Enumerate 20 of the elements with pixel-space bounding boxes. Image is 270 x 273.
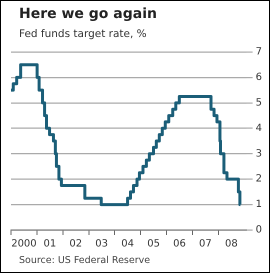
x-tick-label: 03: [95, 238, 108, 250]
y-tick-label: 4: [256, 122, 262, 134]
x-tick-label: 08: [225, 238, 238, 250]
x-tick-label: 2000: [11, 238, 37, 250]
x-tick-label: 01: [43, 238, 56, 250]
x-tick-label: 02: [69, 238, 82, 250]
y-tick-label: 5: [256, 97, 262, 108]
y-tick-label: 0: [256, 224, 262, 236]
source-note: Source: US Federal Reserve: [19, 255, 150, 266]
x-tick-label: 04: [121, 238, 134, 250]
chart-subtitle: Fed funds target rate, %: [19, 28, 147, 40]
y-tick-label: 3: [256, 148, 262, 160]
y-tick-label: 6: [256, 72, 262, 84]
x-tick-label: 05: [147, 238, 160, 250]
x-tick-label: 07: [199, 238, 212, 250]
y-tick-label: 1: [256, 199, 262, 210]
y-tick-label: 2: [256, 174, 262, 185]
chart-title: Here we go again: [19, 6, 157, 22]
y-tick-label: 7: [256, 46, 262, 58]
x-tick-label: 06: [173, 238, 186, 250]
